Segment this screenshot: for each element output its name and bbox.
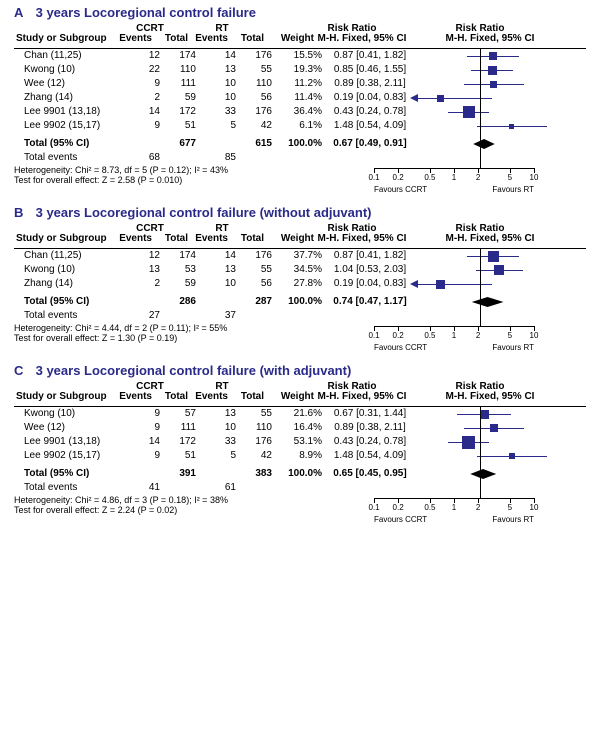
axis-tick-label: 1 — [452, 332, 456, 340]
overall-effect-text: Test for overall effect: Z = 2.58 (P = 0… — [14, 176, 374, 185]
overall-effect-text: Test for overall effect: Z = 1.30 (P = 0… — [14, 334, 374, 343]
favours-left: Favours CCRT — [374, 186, 427, 194]
axis-tick-label: 5 — [508, 504, 512, 512]
axis-tick-label: 10 — [530, 504, 539, 512]
study-row: Zhang (14) 2 59 10 56 11.4% 0.19 [0.04, … — [14, 91, 586, 105]
point-estimate-marker — [490, 424, 498, 432]
axis-tick-label: 0.1 — [368, 174, 379, 182]
point-estimate-marker — [462, 436, 475, 449]
study-row: Lee 9901 (13,18) 14 172 33 176 36.4% 0.4… — [14, 105, 586, 119]
study-row: Wee (12) 9 111 10 110 16.4% 0.89 [0.38, … — [14, 421, 586, 435]
point-estimate-marker — [436, 280, 445, 289]
favours-right: Favours RT — [492, 186, 534, 194]
axis-tick-label: 0.5 — [424, 332, 435, 340]
axis-tick-label: 0.2 — [393, 332, 404, 340]
panel-footer: Heterogeneity: Chi² = 8.73, df = 5 (P = … — [14, 166, 586, 200]
axis-tick-label: 2 — [476, 504, 480, 512]
panel-title: C 3 years Locoregional control failure (… — [14, 364, 586, 378]
point-estimate-marker — [463, 106, 475, 118]
point-estimate-marker — [489, 52, 497, 60]
forest-panel: A 3 years Locoregional control failure C… — [14, 6, 586, 200]
axis-tick-label: 1 — [452, 174, 456, 182]
forest-axis: 0.10.20.512510Favours CCRT Favours RT — [374, 324, 534, 358]
forest-panel: B 3 years Locoregional control failure (… — [14, 206, 586, 358]
total-section: Total (95% CI) 391 383 100.0% 0.65 [0.45… — [14, 467, 586, 495]
axis-tick-label: 2 — [476, 174, 480, 182]
point-estimate-marker — [437, 95, 444, 102]
reference-line — [480, 249, 481, 326]
ci-arrow-left — [410, 280, 418, 288]
panel-footer: Heterogeneity: Chi² = 4.44, df = 2 (P = … — [14, 324, 586, 358]
ci-arrow-left — [410, 94, 418, 102]
total-section: Total (95% CI) 286 287 100.0% 0.74 [0.47… — [14, 295, 586, 323]
axis-tick-label: 5 — [508, 174, 512, 182]
panel-title: B 3 years Locoregional control failure (… — [14, 206, 586, 220]
forest-axis: 0.10.20.512510Favours CCRT Favours RT — [374, 496, 534, 530]
panel-footer: Heterogeneity: Chi² = 4.86, df = 3 (P = … — [14, 496, 586, 530]
forest-axis: 0.10.20.512510Favours CCRT Favours RT — [374, 166, 534, 200]
pooled-diamond — [418, 295, 578, 309]
study-row: Lee 9901 (13,18) 14 172 33 176 53.1% 0.4… — [14, 435, 586, 449]
study-row: Chan (11,25) 12 174 14 176 15.5% 0.87 [0… — [14, 49, 586, 63]
column-header: Study or Subgroup Events Total Events To… — [14, 234, 586, 249]
favours-left: Favours CCRT — [374, 516, 427, 524]
overall-effect-text: Test for overall effect: Z = 2.24 (P = 0… — [14, 506, 374, 515]
forest-panel: C 3 years Locoregional control failure (… — [14, 364, 586, 530]
point-estimate-marker — [509, 453, 515, 459]
axis-tick-label: 2 — [476, 332, 480, 340]
point-estimate-marker — [490, 81, 497, 88]
study-row: Lee 9902 (15,17) 9 51 5 42 6.1% 1.48 [0.… — [14, 119, 586, 133]
axis-tick-label: 0.5 — [424, 504, 435, 512]
total-section: Total (95% CI) 677 615 100.0% 0.67 [0.49… — [14, 137, 586, 165]
reference-line — [480, 49, 481, 168]
axis-tick-label: 10 — [530, 332, 539, 340]
axis-tick-label: 0.2 — [393, 504, 404, 512]
panel-body: Chan (11,25) 12 174 14 176 37.7% 0.87 [0… — [14, 249, 586, 358]
point-estimate-marker — [488, 251, 499, 262]
axis-tick-label: 0.1 — [368, 504, 379, 512]
column-header: Study or Subgroup Events Total Events To… — [14, 392, 586, 407]
study-row: Zhang (14) 2 59 10 56 27.8% 0.19 [0.04, … — [14, 277, 586, 291]
point-estimate-marker — [488, 66, 497, 75]
study-row: Lee 9902 (15,17) 9 51 5 42 8.9% 1.48 [0.… — [14, 449, 586, 463]
study-row: Kwong (10) 9 57 13 55 21.6% 0.67 [0.31, … — [14, 407, 586, 421]
column-header: Study or Subgroup Events Total Events To… — [14, 34, 586, 49]
point-estimate-marker — [509, 124, 514, 129]
favours-right: Favours RT — [492, 516, 534, 524]
axis-tick-label: 0.1 — [368, 332, 379, 340]
axis-tick-label: 0.5 — [424, 174, 435, 182]
study-row: Chan (11,25) 12 174 14 176 37.7% 0.87 [0… — [14, 249, 586, 263]
favours-right: Favours RT — [492, 344, 534, 352]
pooled-diamond — [418, 137, 578, 151]
axis-tick-label: 5 — [508, 332, 512, 340]
study-row: Wee (12) 9 111 10 110 11.2% 0.89 [0.38, … — [14, 77, 586, 91]
study-row: Kwong (10) 22 110 13 55 19.3% 0.85 [0.46… — [14, 63, 586, 77]
axis-tick-label: 1 — [452, 504, 456, 512]
panel-body: Chan (11,25) 12 174 14 176 15.5% 0.87 [0… — [14, 49, 586, 200]
panel-body: Kwong (10) 9 57 13 55 21.6% 0.67 [0.31, … — [14, 407, 586, 530]
reference-line — [480, 407, 481, 498]
pooled-diamond — [418, 467, 578, 481]
axis-tick-label: 10 — [530, 174, 539, 182]
panel-title: A 3 years Locoregional control failure — [14, 6, 586, 20]
axis-tick-label: 0.2 — [393, 174, 404, 182]
point-estimate-marker — [494, 265, 504, 275]
study-row: Kwong (10) 13 53 13 55 34.5% 1.04 [0.53,… — [14, 263, 586, 277]
favours-left: Favours CCRT — [374, 344, 427, 352]
